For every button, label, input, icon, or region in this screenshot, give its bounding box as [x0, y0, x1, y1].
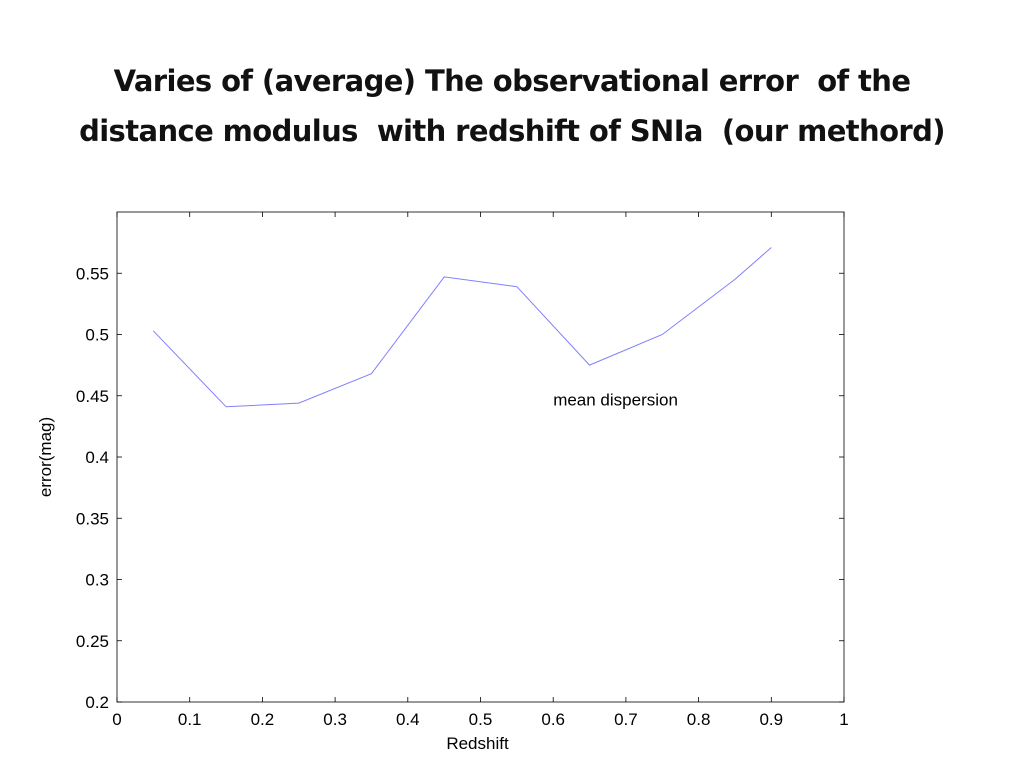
axes — [116, 211, 845, 703]
y-tick-label: 0.25 — [76, 632, 109, 651]
x-tick-label: 0.9 — [759, 710, 783, 729]
annotation-label: mean dispersion — [553, 390, 678, 409]
x-tick-label: 0 — [112, 710, 121, 729]
y-axis-label: error(mag) — [36, 417, 55, 497]
plot-frame — [116, 211, 845, 703]
x-tick-label: 0.2 — [251, 710, 275, 729]
y-tick-label: 0.55 — [76, 264, 109, 283]
x-tick-label: 0.6 — [541, 710, 565, 729]
x-tick-label: 1 — [839, 710, 848, 729]
x-axis-label: Redshift — [446, 734, 509, 753]
x-tick-label: 0.4 — [396, 710, 420, 729]
ticks: 0 0.1 0.2 0.3 0.4 0.5 0.6 0.7 0.8 0.9 1 0.2 0.25 0.3 0… — [76, 212, 849, 729]
y-tick-label: 0.3 — [85, 571, 109, 590]
slide-title-line-1: Varies of (average) The observational er… — [113, 64, 911, 98]
y-tick-label: 0.2 — [85, 693, 109, 712]
x-tick-label: 0.8 — [687, 710, 711, 729]
slide-title: Varies of (average) The observational er… — [40, 56, 984, 156]
series-line — [152, 247, 772, 408]
slide-title-line-2: distance modulus with redshift of SNIa (… — [79, 114, 945, 148]
y-tick-label: 0.5 — [85, 326, 109, 345]
x-tick-label: 0.7 — [614, 710, 638, 729]
series-lines — [152, 247, 772, 408]
x-tick-label: 0.1 — [178, 710, 202, 729]
x-tick-label: 0.3 — [323, 710, 347, 729]
axis-labels: mean dispersion Redshift error(mag) — [36, 390, 678, 753]
y-tick-label: 0.45 — [76, 387, 109, 406]
y-tick-label: 0.4 — [85, 448, 109, 467]
y-tick-label: 0.35 — [76, 509, 109, 528]
x-tick-label: 0.5 — [469, 710, 493, 729]
